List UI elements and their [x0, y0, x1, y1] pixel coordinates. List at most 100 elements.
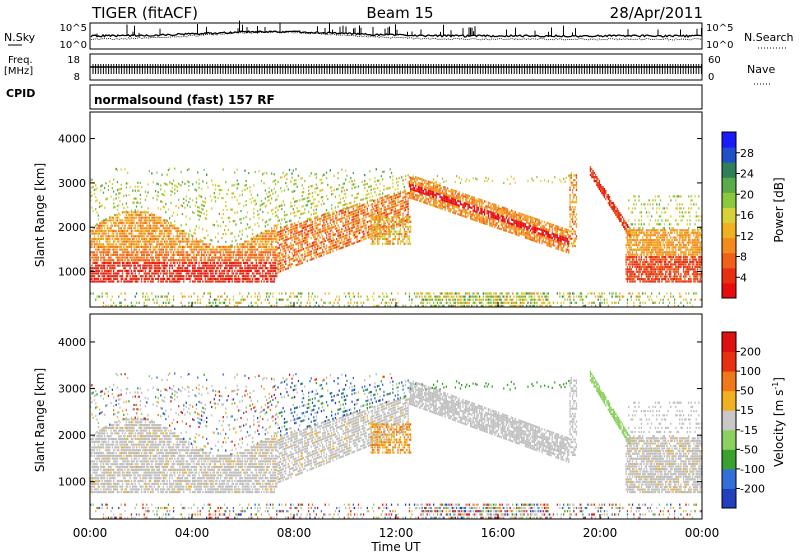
data-cell	[368, 204, 370, 207]
data-cell	[262, 218, 264, 222]
data-cell	[356, 214, 358, 217]
data-cell	[296, 229, 298, 232]
data-cell	[163, 219, 166, 222]
data-cell	[262, 245, 264, 248]
data-cell	[174, 269, 176, 272]
data-cell	[306, 230, 308, 233]
data-cell	[283, 226, 286, 229]
data-cell	[160, 216, 162, 219]
data-cell	[322, 199, 324, 202]
data-cell	[229, 264, 231, 267]
data-cell	[328, 227, 330, 230]
data-cell	[241, 193, 243, 196]
data-cell	[348, 233, 351, 236]
data-cell	[146, 256, 148, 259]
data-cell	[306, 254, 308, 257]
data-cell	[125, 275, 127, 278]
data-cell	[139, 181, 141, 185]
data-cell	[216, 248, 218, 251]
data-cell	[132, 253, 134, 256]
data-cell	[178, 229, 180, 233]
data-cell	[95, 256, 97, 259]
data-cell	[170, 194, 172, 197]
data-cell	[91, 264, 93, 267]
data-cell	[120, 183, 122, 186]
data-cell	[406, 230, 408, 233]
data-cell	[341, 209, 343, 212]
data-cell	[350, 232, 352, 235]
data-cell	[213, 298, 215, 301]
data-cell	[396, 233, 398, 236]
data-cell	[200, 251, 203, 254]
data-cell	[355, 209, 357, 212]
data-cell	[149, 237, 152, 241]
data-cell	[390, 206, 393, 209]
data-cell	[124, 298, 126, 301]
data-cell	[133, 219, 135, 222]
data-cell	[334, 298, 337, 301]
data-cell	[149, 267, 152, 270]
data-cell	[347, 301, 349, 304]
data-cell	[246, 256, 249, 259]
data-cell	[216, 272, 218, 275]
data-cell	[101, 280, 103, 283]
freq-label: Freq.	[8, 55, 33, 66]
data-cell	[339, 220, 342, 223]
data-cell	[348, 304, 351, 307]
data-cell	[208, 267, 210, 270]
data-cell	[157, 259, 159, 262]
data-cell	[143, 261, 145, 264]
data-cell	[151, 219, 153, 222]
data-cell	[292, 183, 294, 186]
data-cell	[328, 292, 330, 295]
data-cell	[236, 183, 238, 186]
data-cell	[155, 224, 157, 227]
data-cell	[97, 272, 99, 275]
data-cell	[194, 204, 196, 207]
data-cell	[299, 238, 301, 241]
data-cell	[264, 240, 266, 243]
data-cell	[281, 235, 283, 238]
data-cell	[167, 229, 170, 233]
data-cell	[399, 242, 402, 245]
data-cell	[371, 199, 374, 202]
data-cell	[239, 202, 241, 205]
data-cell	[166, 277, 168, 280]
data-cell	[343, 235, 345, 238]
data-cell	[336, 246, 338, 249]
data-cell	[174, 224, 176, 227]
data-cell	[204, 237, 206, 240]
data-cell	[180, 275, 182, 278]
data-cell	[92, 292, 94, 295]
data-cell	[260, 261, 263, 264]
data-cell	[109, 256, 111, 259]
data-cell	[141, 251, 143, 254]
data-cell	[304, 179, 306, 183]
data-cell	[328, 217, 330, 220]
data-cell	[222, 213, 224, 216]
data-cell	[127, 240, 129, 243]
data-cell	[346, 223, 348, 226]
data-cell	[204, 261, 206, 264]
data-cell	[111, 280, 113, 283]
data-cell	[283, 255, 286, 258]
data-cell	[101, 264, 103, 267]
data-cell	[269, 235, 272, 238]
data-cell	[368, 233, 370, 236]
data-cell	[96, 261, 98, 264]
data-cell	[93, 267, 96, 270]
data-cell	[111, 245, 113, 248]
data-cell	[370, 214, 372, 217]
data-cell	[222, 280, 224, 283]
data-cell	[167, 259, 170, 262]
data-cell	[356, 192, 358, 196]
data-cell	[258, 225, 260, 228]
data-cell	[244, 251, 246, 254]
data-cell	[207, 248, 209, 251]
data-cell	[299, 233, 301, 236]
data-cell	[295, 264, 297, 267]
data-cell	[320, 298, 323, 301]
data-cell	[218, 212, 221, 215]
data-cell	[316, 232, 319, 235]
data-cell	[271, 232, 273, 235]
